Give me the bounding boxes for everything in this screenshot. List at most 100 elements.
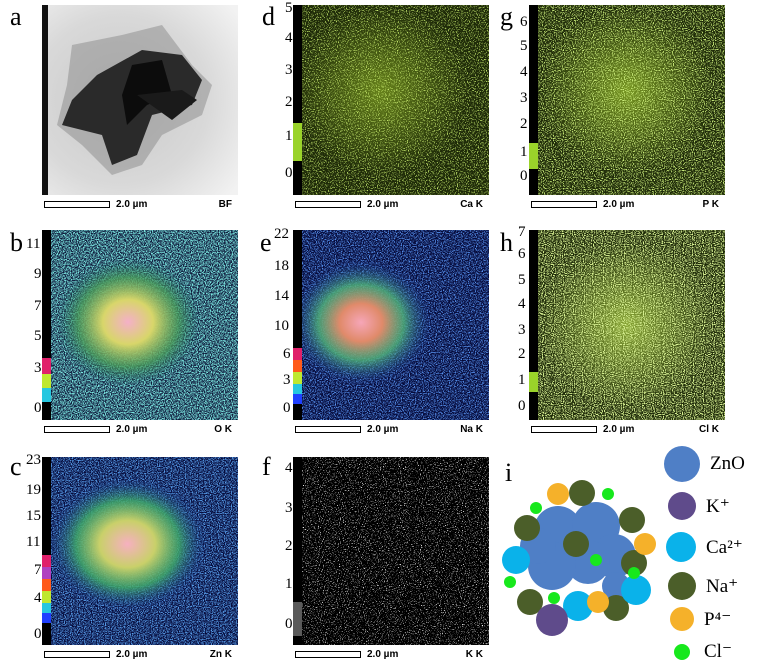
o-map-image <box>42 230 238 420</box>
scale-row-f: 2.0 µm K K <box>293 645 489 663</box>
scale-bar <box>531 200 597 208</box>
panel-letter-d: d <box>262 2 275 31</box>
legend-item-na: Na⁺ <box>668 572 738 600</box>
scale-label: 2.0 µm <box>367 423 399 435</box>
tick-label: 4 <box>34 590 42 606</box>
tick-label: 23 <box>26 452 41 468</box>
cl-swatch-icon <box>674 643 690 660</box>
tick-label: 6 <box>520 14 528 30</box>
na-ion <box>603 595 629 621</box>
tick-label: 2 <box>285 538 293 554</box>
tick-label: 10 <box>274 318 289 334</box>
legend-label: K⁺ <box>706 495 730 517</box>
element-label: Ca K <box>460 198 483 210</box>
scale-bar <box>44 200 110 208</box>
tick-label: 6 <box>283 346 291 362</box>
panel-letter-e: e <box>260 228 272 257</box>
cl-map-image <box>529 230 725 420</box>
p-ion <box>634 533 656 555</box>
element-label: Zn K <box>209 648 232 660</box>
na-ion <box>619 507 645 533</box>
tick-label: 7 <box>34 298 42 314</box>
scale-bar <box>295 650 361 658</box>
tick-label: 0 <box>34 626 42 642</box>
tick-label: 14 <box>274 288 289 304</box>
scale-label: 2.0 µm <box>116 198 148 210</box>
panel-letter-a: a <box>10 2 22 31</box>
na-swatch-icon <box>668 572 696 600</box>
tick-label: 0 <box>518 398 526 414</box>
tick-label: 2 <box>285 94 293 110</box>
legend-label: ZnO <box>710 453 745 474</box>
element-label: BF <box>218 198 232 210</box>
zn-map-image <box>42 457 238 645</box>
tick-label: 3 <box>34 360 42 376</box>
p-swatch-icon <box>670 607 694 631</box>
ca-ion <box>502 546 530 574</box>
ca-swatch-icon <box>666 532 696 562</box>
na-map-image <box>293 230 489 420</box>
panel-letter-i: i <box>505 458 513 487</box>
legend-item-zno: ZnO <box>664 446 745 482</box>
tick-label: 0 <box>285 616 293 632</box>
legend-label: P⁴⁻ <box>704 608 732 630</box>
tick-label: 7 <box>34 562 42 578</box>
tick-label: 5 <box>518 272 526 288</box>
tick-label: 1 <box>285 576 293 592</box>
panel-letter-c: c <box>10 452 22 481</box>
tick-label: 0 <box>283 400 291 416</box>
scale-row-e: 2.0 µm Na K <box>293 420 489 438</box>
tick-label: 11 <box>26 534 41 550</box>
scale-bar <box>44 425 110 433</box>
legend-label: Na⁺ <box>706 575 739 597</box>
cl-ion <box>590 554 602 566</box>
panel-letter-g: g <box>500 2 513 31</box>
tick-label: 1 <box>520 144 528 160</box>
scale-label: 2.0 µm <box>116 423 148 435</box>
panel-letter-f: f <box>262 452 271 481</box>
tick-label: 0 <box>285 165 293 181</box>
tick-label: 22 <box>274 226 289 242</box>
tick-label: 5 <box>520 38 528 54</box>
tick-label: 19 <box>26 482 41 498</box>
legend-item-cl: Cl⁻ <box>674 640 732 663</box>
p-map-image <box>529 5 725 195</box>
na-ion <box>621 550 647 576</box>
ca-map-image <box>293 5 489 195</box>
zn-distribution-map <box>42 457 238 645</box>
scale-bar <box>295 200 361 208</box>
scale-row-h: 2.0 µm Cl K <box>529 420 725 438</box>
tick-label: 6 <box>518 246 526 262</box>
tick-label: 7 <box>518 224 526 240</box>
scale-row-c: 2.0 µm Zn K <box>42 645 238 663</box>
scale-bar <box>44 650 110 658</box>
scale-row-b: 2.0 µm O K <box>42 420 238 438</box>
element-label: O K <box>214 423 232 435</box>
cl-ion <box>548 592 560 604</box>
tick-label: 3 <box>518 322 526 338</box>
ca-distribution-map <box>293 5 489 195</box>
zno-swatch-icon <box>664 446 700 482</box>
k-swatch-icon <box>668 492 696 520</box>
legend-label: Cl⁻ <box>704 641 732 662</box>
scale-bar <box>295 425 361 433</box>
tick-label: 5 <box>285 0 293 16</box>
tick-label: 1 <box>285 128 293 144</box>
scale-row-d: 2.0 µm Ca K <box>293 195 489 213</box>
na-ion <box>514 515 540 541</box>
na-distribution-map <box>293 230 489 420</box>
scale-label: 2.0 µm <box>116 648 148 660</box>
p-ion <box>587 591 609 613</box>
tick-label: 2 <box>518 346 526 362</box>
ca-ion <box>621 575 651 605</box>
tick-label: 3 <box>285 62 293 78</box>
cl-ion <box>504 576 516 588</box>
scale-label: 2.0 µm <box>367 198 399 210</box>
tick-label: 5 <box>34 328 42 344</box>
tick-label: 3 <box>285 500 293 516</box>
scale-label: 2.0 µm <box>603 423 635 435</box>
scale-row-a: 2.0 µm BF <box>42 195 238 213</box>
cl-ion <box>602 488 614 500</box>
scale-label: 2.0 µm <box>367 648 399 660</box>
legend-item-k: K⁺ <box>668 492 730 520</box>
